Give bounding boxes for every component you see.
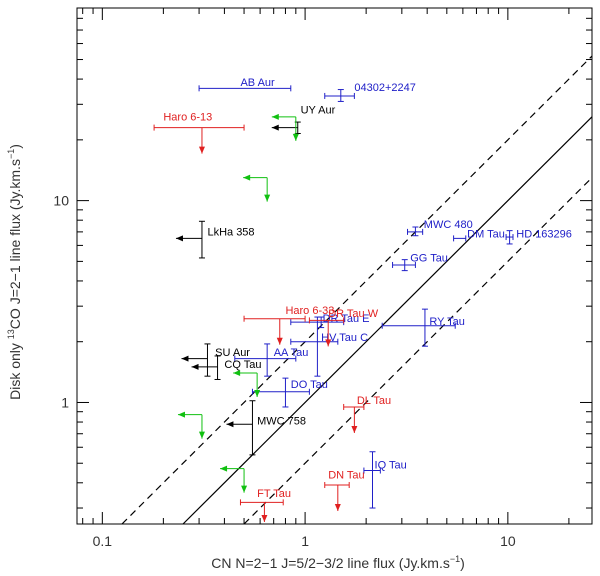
point-label: GG Tau <box>410 252 448 264</box>
axis-ticks: 0.1 1 10 1 10 <box>53 7 592 549</box>
y-axis-label-pre: Disk only <box>7 339 23 400</box>
data-point: DM Tau <box>453 229 505 242</box>
limit-arrow-head <box>351 425 358 433</box>
limit-arrow-head <box>264 194 271 202</box>
data-point: 04302+2247 <box>324 82 416 102</box>
point-label: LkHa 358 <box>207 227 254 239</box>
data-point: AB Aur <box>198 77 292 92</box>
x-axis-label: CN N=2−1 J=5/2−3/2 line flux (Jy.km.s−1) <box>211 554 465 571</box>
reference-lines <box>121 55 593 525</box>
x-tick-label: 10 <box>500 533 516 549</box>
point-label: Haro 6-13 <box>163 111 212 123</box>
point-label: DR Tau E <box>323 313 370 325</box>
data-point <box>271 113 299 141</box>
data-point: Haro 6-13 <box>153 111 245 154</box>
data-point <box>233 369 261 397</box>
limit-arrow-head <box>243 174 251 181</box>
plot-frame <box>76 7 593 525</box>
reference-line <box>182 116 593 525</box>
point-label: RY Tau <box>429 316 464 328</box>
series-green <box>177 113 299 493</box>
point-label: CQ Tau <box>224 359 261 371</box>
point-label: SU Aur <box>215 347 250 359</box>
limit-arrow-head <box>271 124 279 131</box>
x-axis-label-end: ) <box>460 555 465 571</box>
limit-arrow-head <box>271 113 279 120</box>
point-label: MWC 758 <box>257 415 306 427</box>
point-label: DR Tau W <box>328 308 379 320</box>
data-point: Haro 6-33 <box>243 305 334 345</box>
point-label: Haro 6-33 <box>285 305 334 317</box>
limit-arrow-head <box>220 465 228 472</box>
y-tick-label: 10 <box>53 193 69 209</box>
data-point: IQ Tau <box>363 451 407 509</box>
data-point: GG Tau <box>392 252 448 272</box>
reference-line <box>121 55 593 525</box>
limit-arrow-head <box>226 421 234 428</box>
y-axis-label-sup: 13 <box>6 329 16 339</box>
limit-arrow-head <box>191 363 199 370</box>
limit-arrow-head <box>241 485 248 493</box>
data-point: MWC 480 <box>407 219 473 237</box>
data-point: LkHa 358 <box>175 220 255 259</box>
data-point: RY Tau <box>381 308 465 347</box>
point-label: DL Tau <box>357 395 391 407</box>
point-label: DM Tau <box>467 229 505 241</box>
y-axis-label-mid: CO J=2−1 line flux (Jy.km.s <box>7 159 23 329</box>
data-point: HD 163296 <box>505 229 572 245</box>
point-label: MWC 480 <box>424 219 473 231</box>
point-label: IQ Tau <box>375 460 407 472</box>
point-label: AA Tau <box>274 347 309 359</box>
y-axis-label: Disk only 13CO J=2−1 line flux (Jy.km.s−… <box>6 144 23 400</box>
limit-arrow-head <box>177 411 185 418</box>
reference-line <box>243 177 593 525</box>
data-point <box>243 174 271 202</box>
data-point: DN Tau <box>324 470 365 512</box>
point-label: DO Tau <box>291 379 328 391</box>
x-axis-label-main: CN N=2−1 J=5/2−3/2 line flux (Jy.km.s <box>211 555 450 571</box>
data-point: DO Tau <box>251 377 328 408</box>
data-point: MWC 758 <box>226 400 306 456</box>
data-point <box>220 465 248 493</box>
data-point: AA Tau <box>234 343 309 377</box>
limit-arrow-head <box>198 431 205 439</box>
y-axis-label-sup2: −1 <box>6 149 16 159</box>
data-point: FT Tau <box>239 488 291 522</box>
data-point: DL Tau <box>343 395 391 433</box>
point-label: FT Tau <box>257 488 291 500</box>
limit-arrow-head <box>198 146 205 154</box>
point-label: DN Tau <box>328 470 364 482</box>
limit-arrow-head <box>175 235 183 242</box>
data-point: HV Tau C <box>290 316 368 377</box>
limit-arrow-head <box>334 504 341 512</box>
limit-arrow-head <box>254 389 261 397</box>
data-point: CQ Tau <box>191 355 262 380</box>
point-label: HV Tau C <box>321 332 368 344</box>
x-tick-label: 0.1 <box>93 533 113 549</box>
limit-arrow-head <box>325 339 332 347</box>
limit-arrow-head <box>233 369 241 376</box>
data-point <box>177 411 205 439</box>
x-axis-label-sup: −1 <box>450 554 460 564</box>
data-point: DR Tau W <box>308 308 379 347</box>
point-label: AB Aur <box>240 77 275 89</box>
limit-arrow-head <box>276 337 283 345</box>
limit-arrow-head <box>181 355 189 362</box>
limit-arrow-head <box>261 515 268 522</box>
point-label: 04302+2247 <box>354 82 415 94</box>
data-point: UY Aur <box>271 105 336 135</box>
data-point: SU Aur <box>181 343 250 377</box>
y-axis-label-end: ) <box>7 144 23 149</box>
point-label: UY Aur <box>301 105 336 117</box>
point-label: HD 163296 <box>516 229 572 241</box>
y-tick-label: 1 <box>61 394 69 410</box>
limit-arrow-head <box>292 133 299 141</box>
x-tick-label: 1 <box>301 533 309 549</box>
